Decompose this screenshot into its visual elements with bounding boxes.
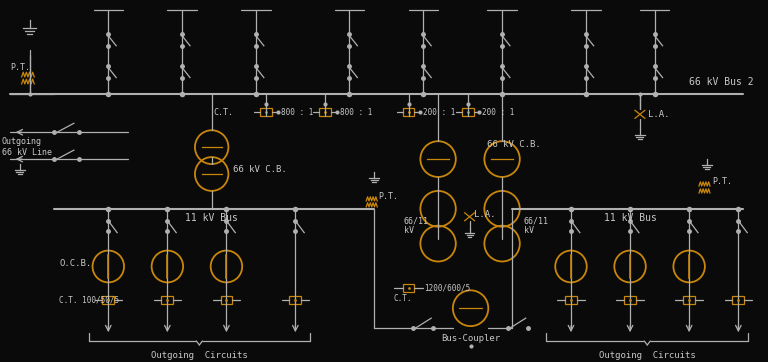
Text: L.A.: L.A.: [647, 110, 669, 119]
Text: C.T. 100/50/5: C.T. 100/50/5: [59, 296, 119, 305]
Text: 800 : 1: 800 : 1: [280, 108, 313, 117]
Text: 66 kV Bus 2: 66 kV Bus 2: [689, 76, 753, 87]
Bar: [462, 108, 474, 116]
Bar: [684, 296, 695, 304]
Text: C.T.: C.T.: [394, 294, 412, 303]
Text: 11 kV Bus: 11 kV Bus: [604, 213, 657, 223]
Text: 1200/600/5: 1200/600/5: [424, 284, 471, 293]
Text: Bus-Coupler: Bus-Coupler: [441, 334, 500, 343]
Bar: [161, 296, 174, 304]
Text: P.T.: P.T.: [712, 177, 732, 186]
Bar: [260, 108, 272, 116]
Text: Outgoing  Circuits: Outgoing Circuits: [151, 351, 248, 360]
Bar: [402, 285, 415, 292]
Text: O.C.B.: O.C.B.: [59, 259, 91, 268]
Bar: [624, 296, 636, 304]
Bar: [733, 296, 744, 304]
Bar: [102, 296, 114, 304]
Text: C.T.: C.T.: [214, 108, 233, 117]
Text: 66 kV C.B.: 66 kV C.B.: [488, 140, 541, 149]
Text: 200 : 1: 200 : 1: [423, 108, 455, 117]
Text: 66/11
kV: 66/11 kV: [524, 216, 549, 235]
Text: L.A.: L.A.: [474, 210, 495, 219]
Bar: [402, 108, 415, 116]
Bar: [290, 296, 301, 304]
Text: Outgoing
66 kV Line: Outgoing 66 kV Line: [2, 138, 52, 157]
Text: 66/11
kV: 66/11 kV: [404, 216, 429, 235]
Text: 66 kV C.B.: 66 kV C.B.: [233, 164, 287, 173]
Text: 800 : 1: 800 : 1: [339, 108, 372, 117]
Text: 11 kV Bus: 11 kV Bus: [185, 213, 238, 223]
Text: 200 : 1: 200 : 1: [482, 108, 515, 117]
Text: P.T.: P.T.: [378, 192, 398, 201]
Bar: [565, 296, 577, 304]
Bar: [220, 296, 233, 304]
Text: P.T.: P.T.: [10, 63, 30, 72]
Text: Outgoing  Circuits: Outgoing Circuits: [599, 351, 696, 360]
Bar: [319, 108, 331, 116]
